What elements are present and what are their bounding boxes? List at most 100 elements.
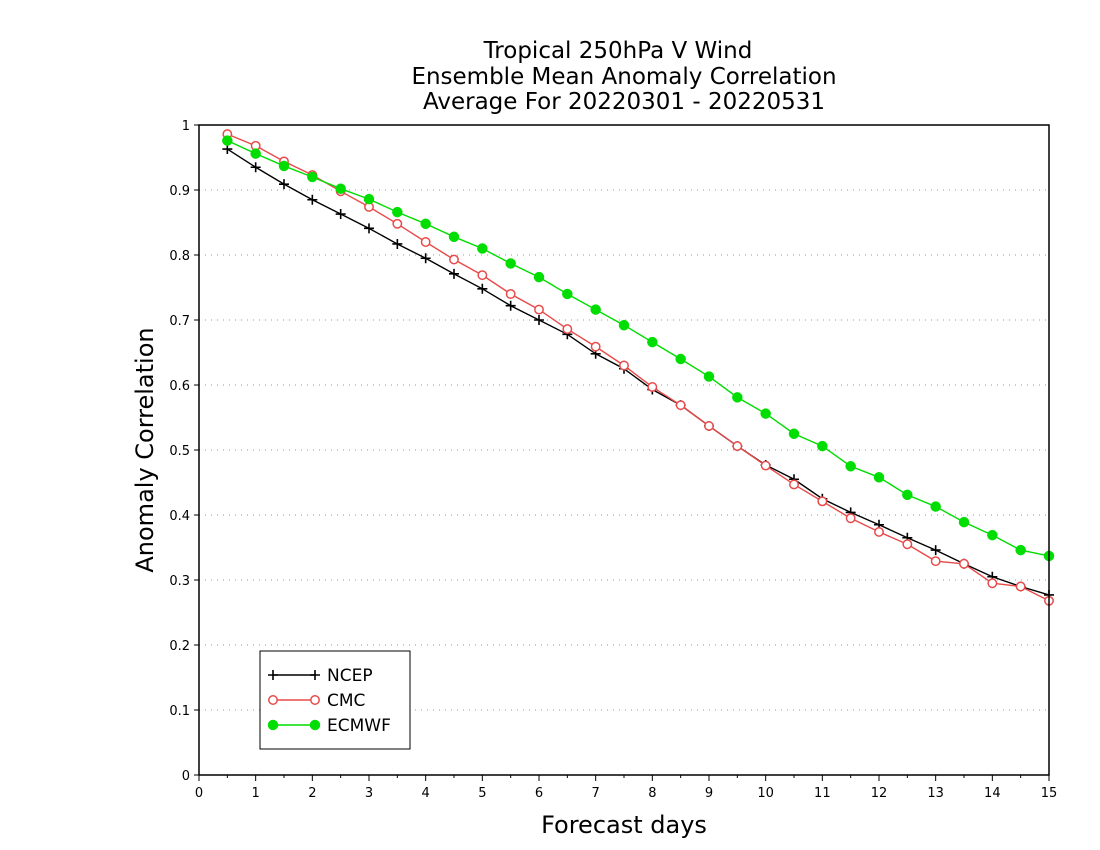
legend-marker-ncep <box>310 670 320 680</box>
data-point-cmc <box>562 324 573 335</box>
legend-entry-ecmwf: ECMWF <box>267 716 391 736</box>
data-point-ecmwf <box>760 408 771 419</box>
data-point-ncep <box>534 315 544 325</box>
data-point-ecmwf <box>222 135 233 146</box>
x-tick-label: 9 <box>705 786 713 801</box>
data-point-cmc <box>704 421 714 431</box>
data-point-cmc <box>987 578 998 589</box>
data-point-ncep <box>279 179 289 190</box>
data-point-ecmwf <box>590 304 601 315</box>
axis-ticks: 00.10.20.30.40.50.60.70.80.910 1 2 3 4 5 6 7 8 9 1… <box>169 119 1057 801</box>
y-tick-label: 0.4 <box>169 509 190 524</box>
data-point-ncep <box>420 253 431 264</box>
chart-title: Tropical 250hPa V Wind Ensemble Mean Ano… <box>411 38 836 115</box>
x-tick-label: 11 <box>814 786 831 801</box>
data-point-ecmwf <box>420 218 431 230</box>
data-point-cmc <box>760 460 771 471</box>
data-point-cmc <box>959 558 969 569</box>
x-tick-label: 1 <box>252 786 260 801</box>
data-point-cmc <box>675 400 686 411</box>
data-point-ecmwf <box>533 271 545 283</box>
data-point-ecmwf <box>845 461 856 472</box>
data-point-cmc <box>590 341 601 352</box>
data-point-ecmwf <box>675 353 686 365</box>
data-point-ecmwf <box>392 206 403 218</box>
data-point-ncep <box>392 238 403 249</box>
data-point-ncep <box>930 545 941 556</box>
data-point-ecmwf <box>732 392 743 403</box>
legend-entry-cmc: CMC <box>268 691 365 711</box>
data-point-cmc <box>732 441 743 452</box>
series-line-ecmwf <box>227 139 1050 557</box>
data-point-ncep <box>364 223 374 234</box>
series-ncep <box>222 144 1054 600</box>
data-point-cmc <box>392 218 403 229</box>
data-point-ecmwf <box>618 319 630 331</box>
data-point-cmc <box>1015 581 1026 592</box>
data-point-ncep <box>250 162 261 173</box>
series-ecmwf <box>222 135 1055 562</box>
legend-box <box>259 650 411 750</box>
legend-entry-ncep: NCEP <box>268 666 373 686</box>
legend-marker-cmc <box>268 695 278 705</box>
y-tick-label: 0.2 <box>169 639 190 654</box>
data-point-ecmwf <box>335 183 346 194</box>
y-tick-label: 0.5 <box>169 444 190 459</box>
data-point-ncep <box>307 194 318 205</box>
data-point-ecmwf <box>873 472 885 483</box>
legend-marker-ncep <box>268 670 278 680</box>
data-point-cmc <box>902 539 913 550</box>
gridlines <box>199 189 1049 711</box>
data-point-ecmwf <box>703 371 715 382</box>
x-tick-label: 15 <box>1041 786 1058 801</box>
x-tick-label: 2 <box>308 786 316 801</box>
data-point-ncep <box>335 209 346 220</box>
data-point-cmc <box>930 556 941 567</box>
x-tick-label: 10 <box>757 786 774 801</box>
y-tick-label: 0.1 <box>169 704 190 719</box>
x-axis-label: Forecast days <box>541 811 707 839</box>
x-tick-label: 12 <box>871 786 888 801</box>
series-cmc <box>222 129 1054 606</box>
data-point-ecmwf <box>278 160 290 172</box>
x-tick-label: 4 <box>422 786 430 801</box>
data-point-ecmwf <box>477 243 488 254</box>
data-point-ncep <box>477 283 488 294</box>
data-point-ecmwf <box>448 231 460 243</box>
x-tick-label: 5 <box>478 786 486 801</box>
y-tick-label: 0.6 <box>169 379 190 394</box>
y-tick-label: 0.9 <box>169 184 190 199</box>
x-tick-label: 3 <box>365 786 373 801</box>
y-tick-label: 0.7 <box>169 314 190 329</box>
data-point-ecmwf <box>363 193 375 205</box>
data-point-ecmwf <box>505 258 516 269</box>
data-point-cmc <box>477 270 488 281</box>
data-point-ecmwf <box>647 336 658 348</box>
data-point-cmc <box>505 289 516 299</box>
y-axis-label: Anomaly Correlation <box>131 327 159 572</box>
data-point-cmc <box>647 382 658 392</box>
x-tick-label: 6 <box>535 786 543 801</box>
data-point-ecmwf <box>307 171 318 183</box>
data-point-ecmwf <box>958 516 970 528</box>
legend-marker-ecmwf <box>267 719 279 731</box>
y-tick-label: 1 <box>182 119 190 134</box>
series-line-cmc <box>227 133 1050 602</box>
legend-label-cmc: CMC <box>327 691 365 711</box>
x-tick-label: 8 <box>648 786 656 801</box>
data-point-ecmwf <box>562 288 573 300</box>
title-line-1: Tropical 250hPa V Wind <box>483 38 753 64</box>
data-point-cmc <box>534 304 544 315</box>
legend-marker-cmc <box>310 695 320 705</box>
data-point-ecmwf <box>987 529 998 541</box>
data-point-ncep <box>449 268 459 279</box>
data-point-ecmwf <box>250 148 261 159</box>
x-tick-label: 0 <box>195 786 203 801</box>
data-point-cmc <box>449 254 459 265</box>
data-point-ecmwf <box>1015 544 1026 556</box>
data-point-cmc <box>420 237 431 247</box>
title-line-3: Average For 20220301 - 20220531 <box>423 89 825 115</box>
data-point-ecmwf <box>817 440 828 452</box>
legend-label-ncep: NCEP <box>327 666 373 686</box>
